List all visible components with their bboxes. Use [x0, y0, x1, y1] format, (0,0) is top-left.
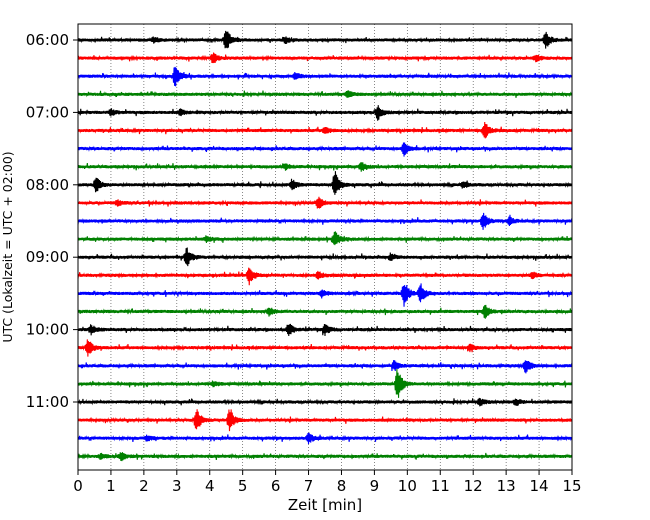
- trace-0800: [77, 171, 573, 195]
- trace-1030: [77, 360, 573, 374]
- x-tick-label: 5: [238, 477, 248, 495]
- trace-1000: [77, 323, 573, 337]
- y-tick-label: 10:00: [26, 321, 69, 339]
- trace-0730: [77, 142, 573, 157]
- x-tick-label: 3: [172, 477, 182, 495]
- trace-0600: [77, 30, 573, 49]
- y-tick-label: 08:00: [26, 176, 69, 194]
- trace-0815: [77, 196, 573, 209]
- trace-1130: [77, 432, 573, 444]
- plot-frame: [77, 23, 573, 471]
- trace-0845: [77, 231, 573, 246]
- y-tick-label: 11:00: [26, 393, 69, 411]
- x-axis-label: Zeit [min]: [288, 496, 362, 514]
- trace-0900: [77, 247, 573, 267]
- trace-0715: [77, 121, 573, 139]
- trace-1045: [77, 368, 573, 398]
- x-tick-label: 7: [304, 477, 314, 495]
- x-tick-label: 13: [497, 477, 516, 495]
- trace-0700: [77, 105, 573, 121]
- trace-1145: [77, 452, 573, 462]
- trace-0945: [77, 304, 573, 319]
- trace-0915: [77, 267, 573, 286]
- trace-1115: [77, 409, 573, 432]
- x-tick-label: 2: [139, 477, 149, 495]
- x-tick-label: 14: [530, 477, 549, 495]
- y-tick-label: 06:00: [26, 31, 69, 49]
- y-tick-label: 09:00: [26, 248, 69, 266]
- x-tick-label: 4: [205, 477, 215, 495]
- x-tick-label: 1: [106, 477, 116, 495]
- trace-0930: [77, 283, 573, 307]
- trace-0615: [77, 52, 573, 64]
- x-axis-ticks: 0 1 2 3 4 5 6 7 8 9 10 11 12 13 14 15: [73, 470, 582, 495]
- x-tick-label: 9: [370, 477, 380, 495]
- x-tick-label: 6: [271, 477, 281, 495]
- x-tick-label: 8: [337, 477, 347, 495]
- x-tick-label: 15: [562, 477, 581, 495]
- trace-0645: [77, 90, 573, 98]
- x-tick-label: 0: [73, 477, 83, 495]
- x-tick-label: 11: [431, 477, 450, 495]
- y-tick-label: 07:00: [26, 103, 69, 121]
- trace-0745: [77, 162, 573, 172]
- trace-1015: [77, 339, 573, 357]
- trace-1100: [77, 397, 573, 407]
- trace-0630: [77, 66, 573, 87]
- plot-background: [78, 24, 572, 470]
- x-tick-label: 12: [464, 477, 483, 495]
- y-axis-label: UTC (Lokalzeit = UTC + 02:00): [0, 151, 15, 342]
- trace-0830: [77, 212, 573, 230]
- seismic-traces: [77, 30, 573, 462]
- y-axis-ticks: 06:00 07:00 08:00 09:00 10:00 11:00: [26, 31, 78, 411]
- grid-lines: [110, 24, 540, 470]
- x-tick-label: 10: [398, 477, 417, 495]
